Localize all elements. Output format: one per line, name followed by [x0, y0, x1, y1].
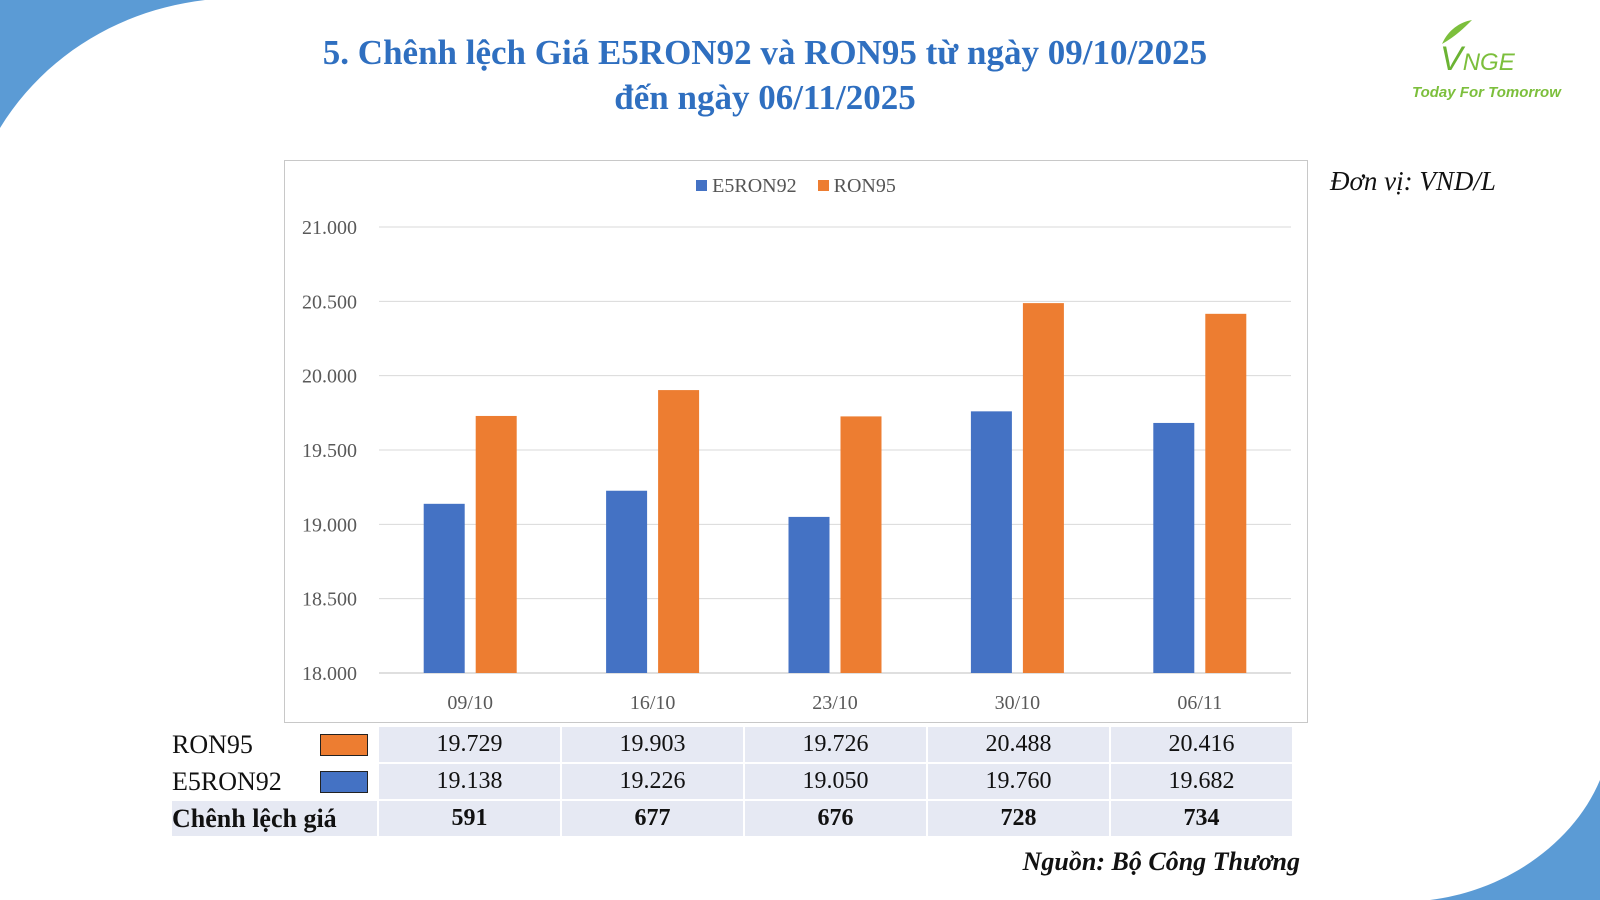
y-tick-label: 19.500 [302, 440, 357, 462]
table-cell: 728 [927, 800, 1111, 838]
unit-label: Đơn vị: VND/L [1330, 166, 1496, 196]
leaf-icon [1442, 20, 1472, 44]
y-tick-label: 18.000 [302, 663, 357, 685]
legend-swatch-ron95 [817, 180, 829, 191]
table-row-e5ron92: E5RON92 19.138 19.226 19.050 19.760 19.6… [172, 763, 1294, 801]
table-cell: 591 [378, 800, 562, 838]
table-cell: 19.726 [744, 727, 928, 764]
x-tick-label: 23/10 [812, 692, 858, 714]
x-tick-label: 09/10 [447, 692, 493, 714]
bar-e5ron92-16-10 [606, 490, 648, 673]
bar-ron95-06-11 [1205, 313, 1247, 673]
bar-e5ron92-30-10 [970, 411, 1012, 673]
table-cell: 20.488 [927, 727, 1111, 764]
table-cell: 676 [744, 800, 928, 838]
legend-item-e5ron92: E5RON92 [696, 175, 797, 198]
table-cell: 734 [1110, 800, 1294, 838]
source-label: Nguồn: Bộ Công Thương [1022, 847, 1300, 876]
logo-tagline: Today For Tomorrow [1412, 84, 1561, 101]
x-tick-label: 06/11 [1177, 692, 1222, 714]
bar-ron95-30-10 [1022, 303, 1064, 673]
chart-plot: 18.000 18.500 19.000 19.500 20.000 20.500 21.0… [302, 217, 1291, 714]
price-table: RON95 19.729 19.903 19.726 20.488 20.416… [172, 727, 1294, 838]
y-tick-label: 20.500 [302, 291, 357, 313]
bar-e5ron92-23-10 [788, 516, 830, 673]
bar-e5ron92-09-10 [423, 503, 465, 673]
y-tick-label: 20.000 [302, 366, 357, 388]
table-cell: 20.416 [1110, 727, 1294, 764]
table-cell: 19.226 [561, 763, 745, 801]
table-cell: 19.760 [927, 763, 1111, 801]
bar-e5ron92-06-11 [1153, 422, 1195, 673]
page-title: 5. Chênh lệch Giá E5RON92 và RON95 từ ng… [200, 30, 1330, 120]
row-label-ron95: RON95 [172, 727, 379, 764]
table-cell: 19.682 [1110, 763, 1294, 801]
title-line-1: 5. Chênh lệch Giá E5RON92 và RON95 từ ng… [322, 33, 1208, 72]
bar-chart: E5RON92 RON95 18.000 18.500 19.000 19.500 20… [284, 160, 1308, 723]
table-row-ron95: RON95 19.729 19.903 19.726 20.488 20.416 [172, 727, 1294, 764]
title-line-2: đến ngày 06/11/2025 [614, 78, 916, 117]
y-tick-label: 18.500 [302, 589, 357, 611]
row-label-e5ron92: E5RON92 [172, 763, 379, 801]
x-tick-label: 30/10 [995, 692, 1041, 714]
row-label-difference: Chênh lệch giá [172, 800, 379, 838]
x-tick-label: 16/10 [630, 692, 676, 714]
logo-mark: VNGE [1440, 40, 1515, 78]
table-cell: 677 [561, 800, 745, 838]
y-tick-label: 19.000 [302, 514, 357, 536]
bar-ron95-09-10 [475, 415, 517, 673]
top-left-decoration [0, 0, 205, 128]
table-cell: 19.729 [378, 727, 562, 764]
chart-legend: E5RON92 RON95 [285, 175, 1307, 198]
legend-item-ron95: RON95 [817, 175, 896, 198]
table-cell: 19.138 [378, 763, 562, 801]
key-swatch-e5ron92 [320, 771, 368, 793]
table-cell: 19.903 [561, 727, 745, 764]
bar-ron95-16-10 [658, 390, 700, 673]
vnge-logo: VNGE Today For Tomorrow [1400, 18, 1580, 108]
key-swatch-ron95 [320, 734, 368, 756]
legend-swatch-e5ron92 [696, 180, 708, 191]
bottom-right-decoration [1430, 780, 1600, 900]
bar-ron95-23-10 [840, 416, 882, 673]
table-cell: 19.050 [744, 763, 928, 801]
y-tick-label: 21.000 [302, 217, 357, 239]
table-row-difference: Chênh lệch giá 591 677 676 728 734 [172, 800, 1294, 838]
